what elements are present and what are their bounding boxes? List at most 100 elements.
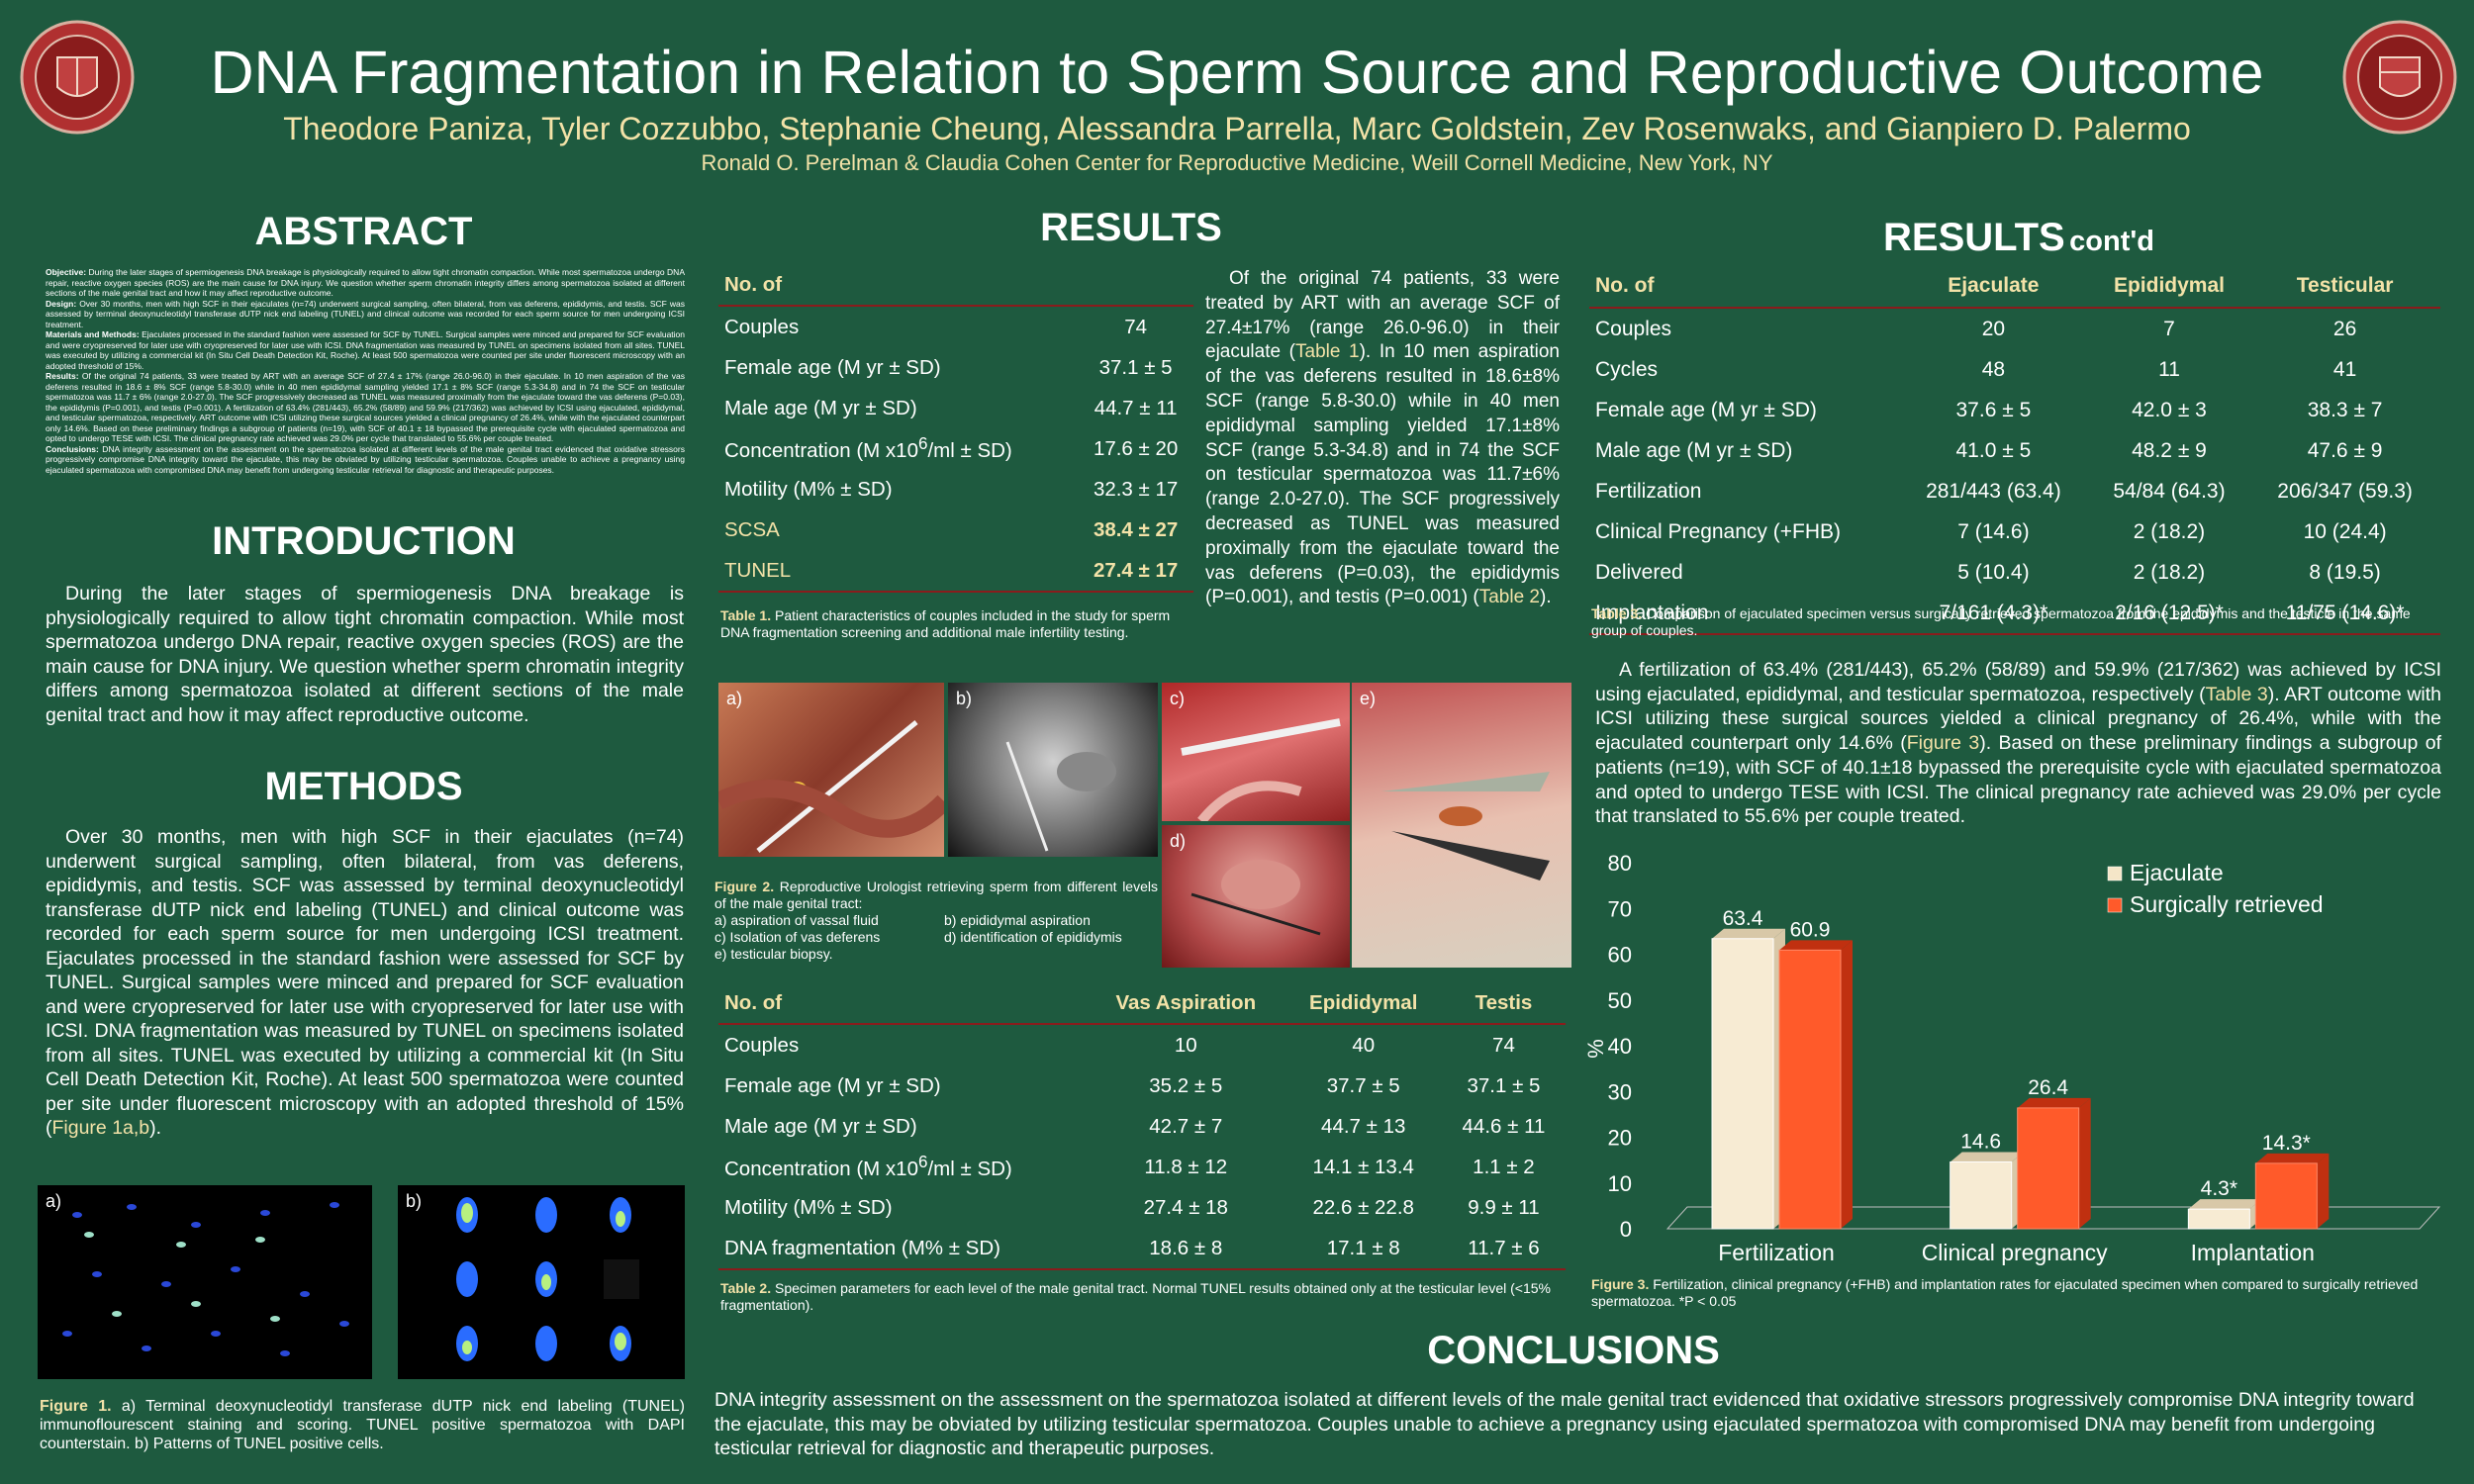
figure1a-image: a) <box>38 1185 372 1379</box>
bar-top <box>1950 1152 2024 1162</box>
results-contd-heading: RESULTS cont'd <box>1883 216 2154 259</box>
poster-title: DNA Fragmentation in Relation to Sperm S… <box>210 39 2264 106</box>
table-row: Couples 20 7 26 <box>1595 317 2357 340</box>
x-tick-label: Implantation <box>2191 1240 2315 1265</box>
y-tick-label: 50 <box>1608 988 1632 1013</box>
abstract-results: Of the original 74 patients, 33 were tre… <box>46 371 685 443</box>
legend-label: Surgically retrieved <box>2130 891 2324 917</box>
results-table3-ref[interactable]: Table 3 <box>2205 683 2268 705</box>
abstract-conclusions-label: Conclusions: <box>46 443 99 454</box>
results-heading: RESULTS <box>1040 206 1222 249</box>
poster-authors: Theodore Paniza, Tyler Cozzubbo, Stephan… <box>283 111 2191 146</box>
bar-value-label: 14.6 <box>1960 1130 2001 1153</box>
bar <box>1711 938 1774 1230</box>
figure2d-image: d) <box>1162 825 1350 968</box>
bar-top <box>1779 940 1853 951</box>
figure1b-label: b) <box>406 1191 423 1211</box>
conclusions-text: DNA integrity assessment on the assessme… <box>714 1389 2415 1459</box>
bar-value-label: 60.9 <box>1790 918 1831 941</box>
bar-top <box>2188 1199 2262 1210</box>
table-row: Couples 10 40 74 <box>724 1033 1515 1057</box>
methods-text: Over 30 months, men with high SCF in the… <box>46 825 684 1141</box>
table3-caption: Table 3. Comparison of ejaculated specim… <box>1591 605 2411 638</box>
methods-body: Over 30 months, men with high SCF in the… <box>46 826 684 1139</box>
methods-figure-ref[interactable]: Figure 1a,b <box>51 1117 150 1139</box>
bar-top <box>1712 928 1785 939</box>
table1-caption: Table 1. Patient characteristics of coup… <box>720 607 1171 640</box>
bar-top <box>2255 1153 2330 1163</box>
y-tick-label: 70 <box>1608 896 1632 921</box>
y-tick-label: 80 <box>1608 851 1632 876</box>
table-row: Couples 74 <box>724 315 1148 338</box>
introduction-text: During the later stages of spermiogenesi… <box>46 583 684 726</box>
results-text: Of the original 74 patients, 33 were tre… <box>1205 268 1560 608</box>
bar <box>1778 949 1842 1230</box>
legend-label: Ejaculate <box>2130 860 2224 885</box>
bar-side <box>1841 940 1853 1229</box>
table-row: Female age (M yr ± SD) 35.2 ± 5 37.7 ± 5 37… <box>724 1073 1541 1097</box>
figure1-caption-label: Figure 1. <box>40 1398 112 1415</box>
figure3-chart-svg: 0 10 20 30 40 50 60 70 80% 63.4 60.9 Fertilization 1… <box>1583 851 2441 1265</box>
results-figure3-ref[interactable]: Figure 3 <box>1906 732 1980 755</box>
bar-side <box>2317 1153 2330 1229</box>
figure2e-image: e) <box>1352 683 1571 968</box>
chart-floor <box>1665 1206 2441 1230</box>
table1: No. of Couples 74 Female age (M yr ± SD) 3… <box>718 265 1193 593</box>
abstract-objective-label: Objective: <box>46 267 87 277</box>
left-logo <box>18 18 137 137</box>
bar <box>2187 1208 2250 1230</box>
bar-value-label: 4.3* <box>2201 1177 2237 1200</box>
table-row: Motility (M% ± SD) 32.3 ± 17 <box>724 477 1179 501</box>
table-row: SCSA 38.4 ± 27 <box>724 517 1179 541</box>
results-table1-ref[interactable]: Table 1 <box>1295 341 1360 363</box>
y-tick-label: 0 <box>1620 1217 1632 1242</box>
figure1-caption-text: a) Terminal deoxynucleotidyl transferase… <box>40 1398 686 1452</box>
table-row: Delivered 5 (10.4) 2 (18.2) 8 (19.5) <box>1595 560 2381 584</box>
right-logo <box>2340 18 2459 137</box>
figure2a-image: a) <box>718 683 944 857</box>
figure2-caption: Figure 2. Reproductive Urologist retriev… <box>714 879 1158 962</box>
y-tick-label: 40 <box>1608 1034 1632 1059</box>
table-row: Male age (M yr ± SD) 42.7 ± 7 44.7 ± 13 44.… <box>724 1114 1546 1138</box>
table-row: DNA fragmentation (M% ± SD) 18.6 ± 8 17.1 … <box>718 1228 1566 1269</box>
poster-affiliation: Ronald O. Perelman & Claudia Cohen Cente… <box>701 150 1773 175</box>
abstract-materials-label: Materials and Methods: <box>46 329 140 339</box>
table-row: Concentration (M x106/ml ± SD) 17.6 ± 20 <box>724 434 1179 462</box>
table-row: Male age (M yr ± SD) 44.7 ± 11 <box>724 396 1178 419</box>
table2-caption: Table 2. Specimen parameters for each le… <box>720 1280 1551 1313</box>
bar-side <box>2078 1097 2091 1229</box>
table-row: Concentration (M x106/ml ± SD) 11.8 ± 12 1… <box>724 1153 1535 1180</box>
y-tick-label: 60 <box>1608 943 1632 968</box>
table1-header: No. of <box>724 273 783 296</box>
figure3-chart: 0 10 20 30 40 50 60 70 80% 63.4 60.9 Fertilization 1… <box>1583 851 2454 1276</box>
methods-end: ). <box>149 1117 162 1139</box>
table-row: Female age (M yr ± SD) 37.6 ± 5 42.0 ± 3 38… <box>1595 398 2383 421</box>
results-table2-ref[interactable]: Table 2 <box>1478 587 1540 608</box>
x-tick-label: Fertilization <box>1718 1240 1835 1265</box>
y-axis-label: % <box>1583 1039 1608 1059</box>
figure1a-label: a) <box>46 1191 62 1211</box>
bar <box>1950 1160 2013 1230</box>
table-row: Female age (M yr ± SD) 37.1 ± 5 <box>724 355 1173 379</box>
y-tick-label: 30 <box>1608 1079 1632 1104</box>
abstract-body: Objective: During the later stages of sp… <box>46 267 685 475</box>
figure3-caption: Figure 3. Fertilization, clinical pregna… <box>1591 1276 2419 1309</box>
abstract-objective: During the later stages of spermiogenesi… <box>46 267 685 298</box>
table-row: TUNEL 27.4 ± 17 <box>718 550 1193 592</box>
table-row: Fertilization 281/443 (63.4) 54/84 (64.3) 2… <box>1595 479 2413 503</box>
table-row: Cycles 48 11 41 <box>1595 357 2357 381</box>
table3: No. of Ejaculate Epididymal Testicular C… <box>1589 265 2440 635</box>
table-row: Male age (M yr ± SD) 41.0 ± 5 48.2 ± 9 47.6… <box>1595 438 2383 462</box>
bar <box>2017 1107 2080 1230</box>
figure1b-image: b) <box>398 1185 685 1379</box>
abstract-heading: ABSTRACT <box>254 210 473 253</box>
abstract-design: Over 30 months, men with high SCF in the… <box>46 298 685 329</box>
abstract-materials: Ejaculates processed in the standard fas… <box>46 329 685 371</box>
table-row: Motility (M% ± SD) 27.4 ± 18 22.6 ± 22.8 9.… <box>724 1195 1540 1219</box>
legend-swatch <box>2107 897 2123 913</box>
results-contd-text: A fertilization of 63.4% (281/443), 65.2… <box>1595 659 2441 828</box>
introduction-heading: INTRODUCTION <box>212 519 516 563</box>
table2: No. of Vas Aspiration Epididymal Testis … <box>718 983 1566 1270</box>
bar-value-label: 63.4 <box>1723 907 1763 930</box>
bar <box>2254 1162 2318 1230</box>
